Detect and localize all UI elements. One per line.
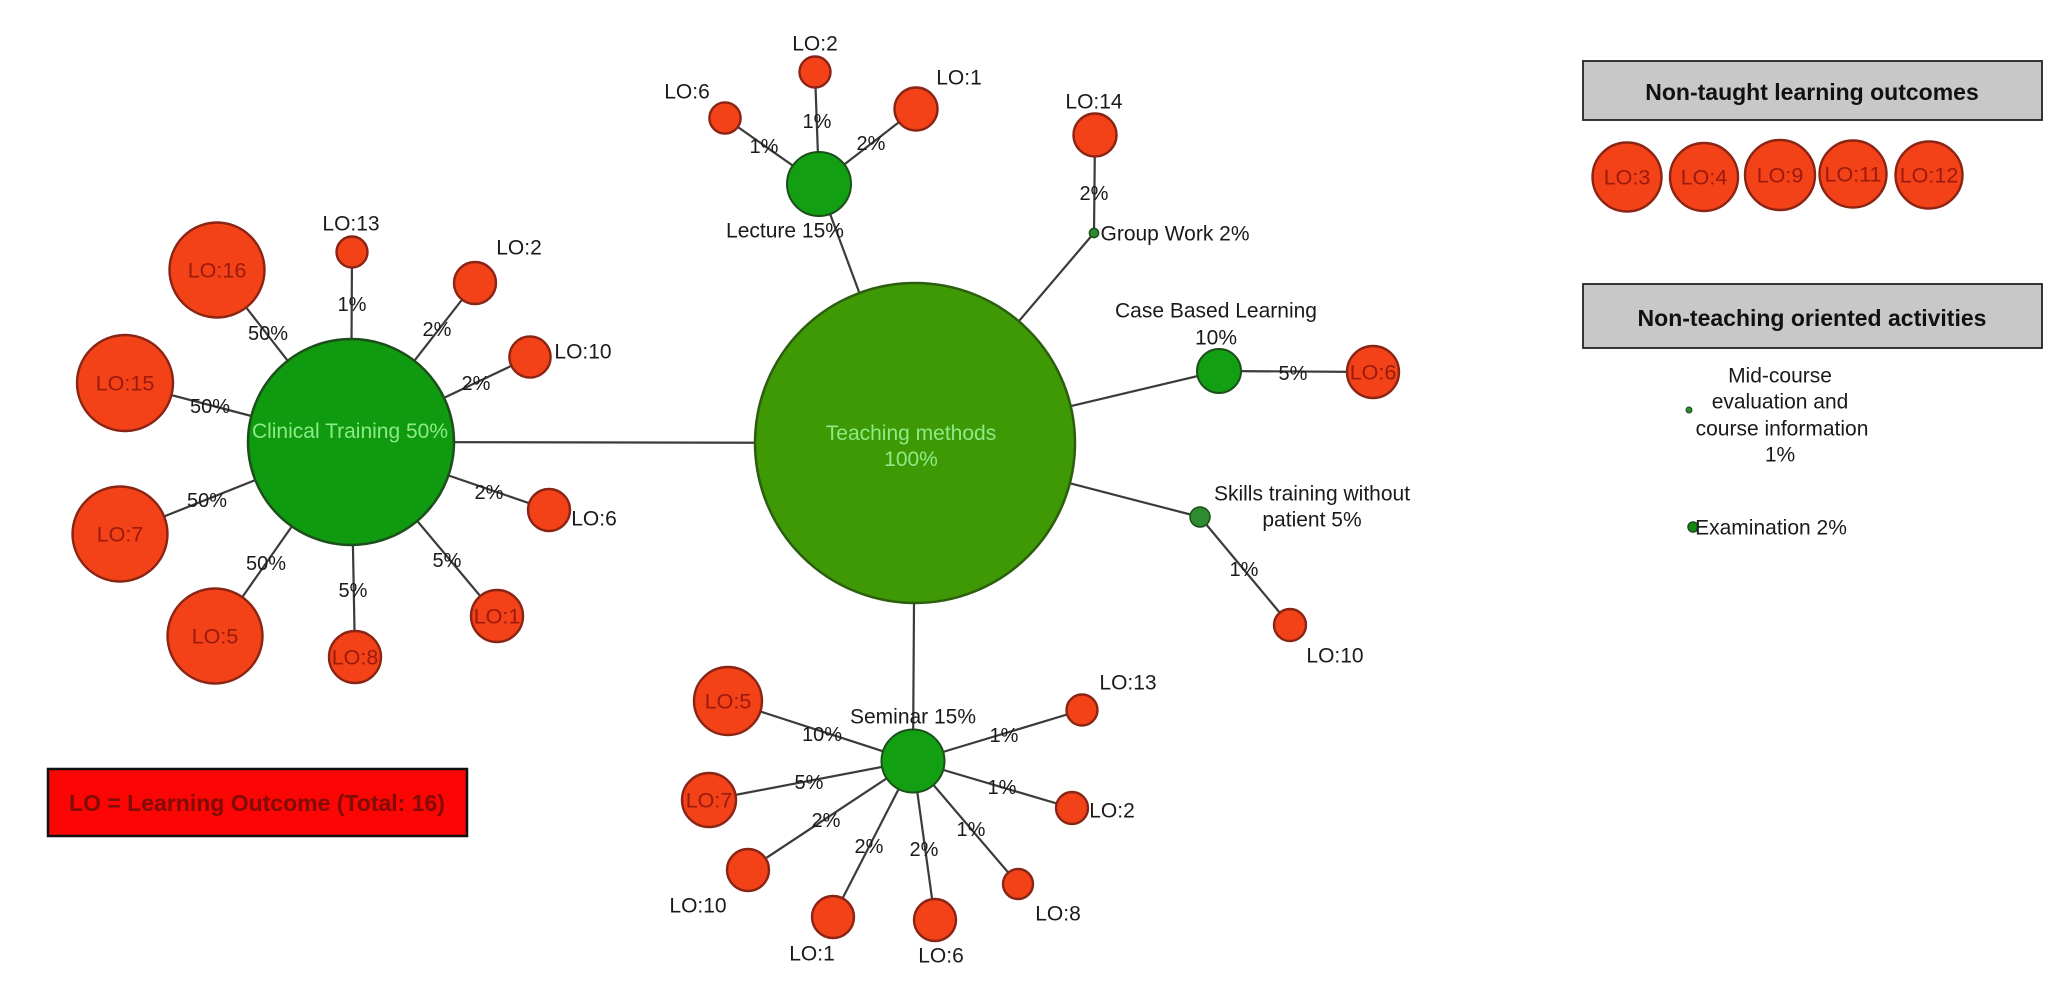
svg-text:1%: 1% [803,111,832,133]
svg-text:2%: 2% [1080,183,1109,205]
svg-text:LO:1: LO:1 [789,943,835,966]
svg-text:Teaching methods: Teaching methods [826,422,996,445]
svg-text:50%: 50% [248,323,288,345]
svg-text:LO:5: LO:5 [705,690,752,714]
svg-text:Seminar 15%: Seminar 15% [850,706,976,729]
svg-text:1%: 1% [957,819,986,841]
svg-text:LO:16: LO:16 [188,259,247,283]
svg-text:LO:10: LO:10 [669,895,726,918]
svg-text:LO:8: LO:8 [332,646,379,670]
svg-text:LO:6: LO:6 [664,81,710,104]
svg-text:1%: 1% [988,777,1017,799]
svg-text:2%: 2% [812,810,841,832]
svg-text:Lecture 15%: Lecture 15% [726,220,844,243]
svg-text:LO:6: LO:6 [571,508,617,531]
svg-text:Examination 2%: Examination 2% [1695,517,1847,540]
svg-text:1%: 1% [990,725,1019,747]
svg-text:LO = Learning Outcome (Total:: LO = Learning Outcome (Total: 16) [69,790,445,816]
svg-text:LO:1: LO:1 [936,67,982,90]
svg-text:LO:14: LO:14 [1065,91,1123,114]
svg-text:Mid-course: Mid-course [1728,365,1832,388]
svg-text:LO:6: LO:6 [1350,361,1397,385]
svg-text:50%: 50% [187,490,227,512]
svg-text:100%: 100% [884,448,938,471]
svg-text:Group Work 2%: Group Work 2% [1101,223,1250,246]
svg-text:LO:7: LO:7 [97,523,144,547]
svg-text:2%: 2% [857,133,886,155]
svg-text:LO:8: LO:8 [1035,903,1081,926]
svg-text:1%: 1% [338,294,367,316]
svg-text:LO:13: LO:13 [322,213,379,236]
svg-text:LO:7: LO:7 [686,789,733,813]
svg-text:LO:10: LO:10 [1306,645,1363,668]
svg-text:1%: 1% [750,136,779,158]
svg-text:LO:5: LO:5 [192,625,239,649]
svg-text:5%: 5% [433,550,462,572]
svg-text:Clinical Training 50%: Clinical Training 50% [252,420,448,443]
svg-text:2%: 2% [910,839,939,861]
svg-text:50%: 50% [246,553,286,575]
svg-text:1%: 1% [1230,559,1259,581]
svg-text:LO:10: LO:10 [554,341,611,364]
svg-text:evaluation and: evaluation and [1712,391,1849,414]
svg-text:LO:1: LO:1 [474,605,521,629]
svg-text:LO:11: LO:11 [1825,163,1882,187]
svg-text:Case Based Learning: Case Based Learning [1115,300,1317,323]
svg-text:5%: 5% [339,580,368,602]
svg-text:LO:13: LO:13 [1099,672,1156,695]
svg-text:LO:15: LO:15 [96,372,155,396]
svg-text:5%: 5% [1279,363,1308,385]
svg-text:Non-teaching oriented activiti: Non-teaching oriented activities [1638,305,1987,331]
svg-text:2%: 2% [423,319,452,341]
svg-text:LO:3: LO:3 [1604,166,1651,190]
svg-text:LO:12: LO:12 [1900,164,1959,188]
svg-text:50%: 50% [190,396,230,418]
svg-text:1%: 1% [1765,444,1795,467]
svg-text:Skills training without: Skills training without [1214,483,1410,506]
svg-text:LO:2: LO:2 [792,33,838,56]
svg-text:LO:2: LO:2 [496,237,542,260]
svg-text:2%: 2% [855,836,884,858]
svg-text:LO:6: LO:6 [918,945,964,968]
svg-text:LO:4: LO:4 [1681,166,1728,190]
svg-text:Non-taught learning outcomes: Non-taught learning outcomes [1645,79,1979,105]
svg-text:2%: 2% [462,373,491,395]
svg-text:10%: 10% [802,724,842,746]
svg-text:5%: 5% [795,772,824,794]
svg-text:patient 5%: patient 5% [1262,509,1361,532]
svg-text:course information: course information [1696,418,1869,441]
svg-text:LO:2: LO:2 [1089,800,1135,823]
svg-text:LO:9: LO:9 [1757,164,1804,188]
svg-text:2%: 2% [475,482,504,504]
svg-text:10%: 10% [1195,327,1237,350]
